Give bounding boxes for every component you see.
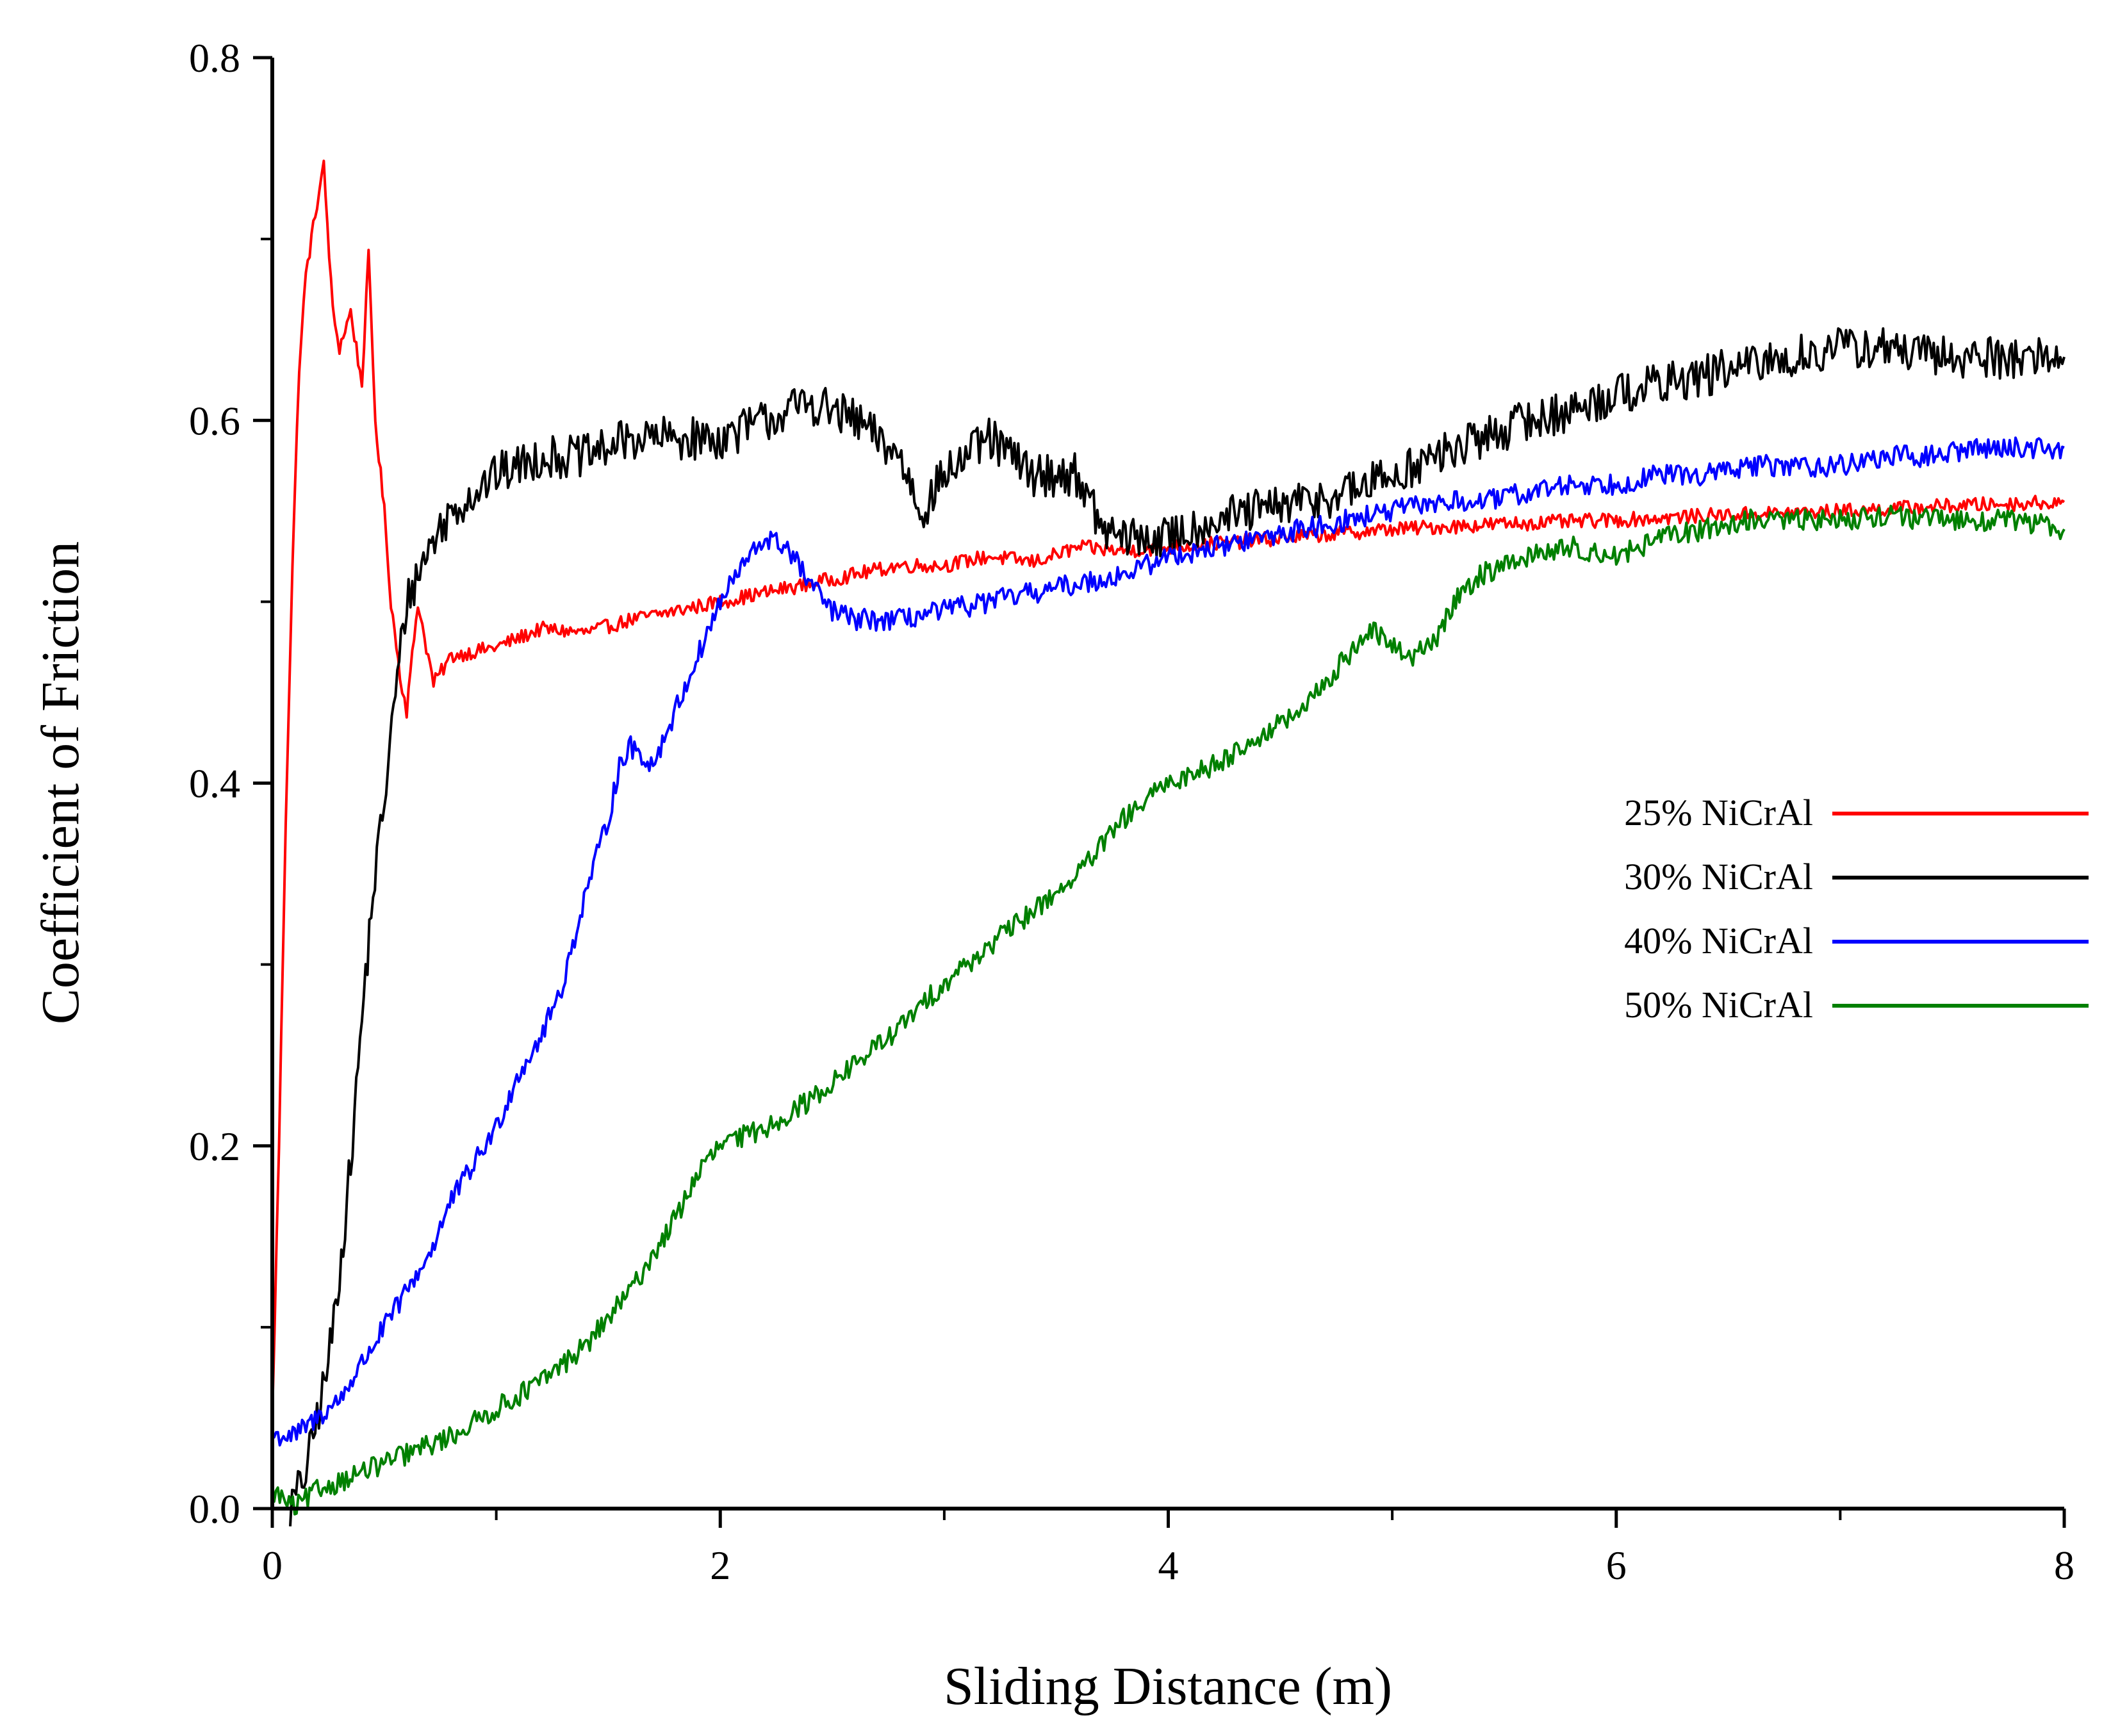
y-tick-label: 0.2 — [189, 1124, 240, 1169]
x-tick-label: 0 — [262, 1543, 283, 1588]
legend-label: 40% NiCrAl — [1624, 920, 1813, 962]
legend-label: 50% NiCrAl — [1624, 984, 1813, 1026]
axes-layer: 0.0 0.2 0.4 0.6 0.8 0 2 4 6 8 — [189, 35, 2074, 1588]
x-axis-title: Sliding Distance (m) — [944, 1657, 1392, 1716]
y-tick-label: 0.0 — [189, 1486, 240, 1532]
x-tick-label: 2 — [710, 1543, 730, 1588]
y-ticks: 0.0 0.2 0.4 0.6 0.8 — [189, 35, 272, 1532]
y-axis-title: Coefficient of Friction — [31, 541, 90, 1024]
legend-label: 30% NiCrAl — [1624, 856, 1813, 897]
x-tick-label: 4 — [1158, 1543, 1179, 1588]
x-ticks: 0 2 4 6 8 — [262, 1509, 2074, 1588]
x-tick-label: 6 — [1606, 1543, 1627, 1588]
y-tick-label: 0.8 — [189, 35, 240, 81]
legend-label: 25% NiCrAl — [1624, 792, 1813, 833]
x-tick-label: 8 — [2054, 1543, 2074, 1588]
series-line — [271, 504, 2066, 1516]
y-tick-label: 0.6 — [189, 398, 240, 443]
y-tick-label: 0.4 — [189, 761, 240, 807]
series-line — [272, 436, 2065, 1447]
legend: 25% NiCrAl 30% NiCrAl 40% NiCrAl 50% NiCrAl — [1624, 792, 2089, 1026]
series-layer — [271, 160, 2066, 1527]
series-line — [289, 327, 2066, 1527]
